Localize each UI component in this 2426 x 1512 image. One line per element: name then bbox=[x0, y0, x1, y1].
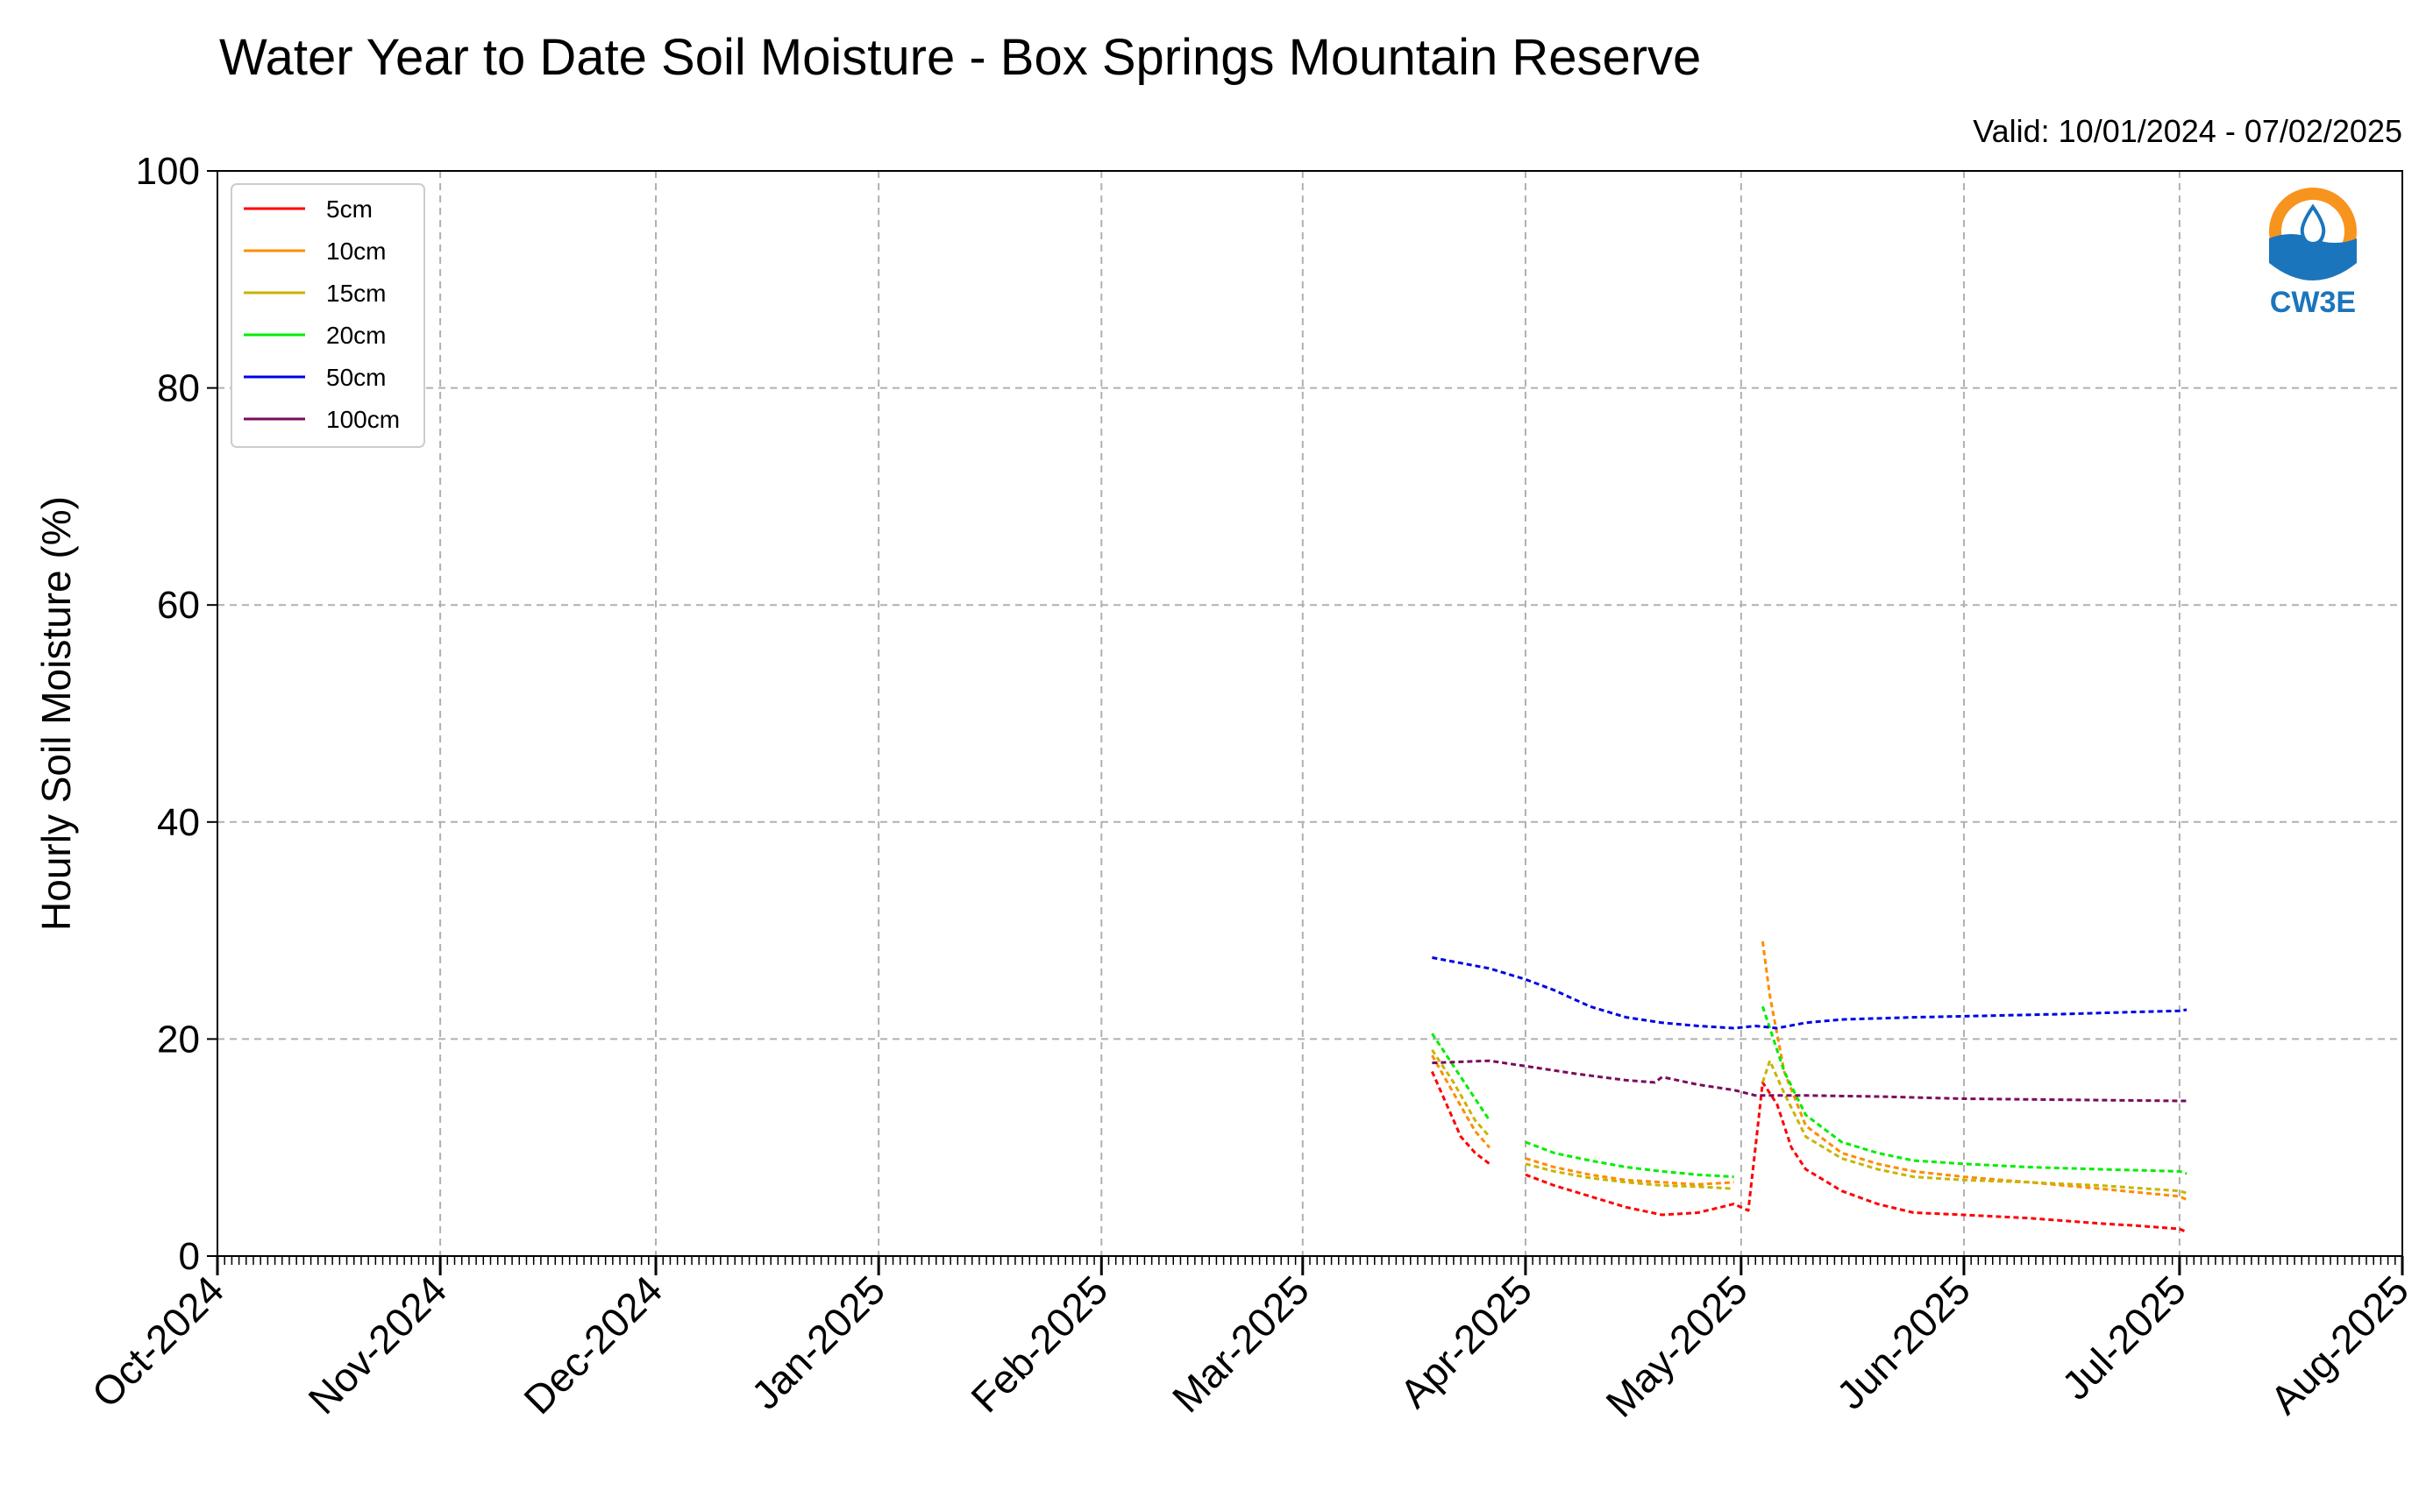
series-line-10cm bbox=[1431, 941, 2188, 1201]
legend-label: 20cm bbox=[326, 322, 386, 349]
y-tick-label: 80 bbox=[157, 367, 200, 410]
y-tick-label: 20 bbox=[157, 1018, 200, 1061]
legend-label: 10cm bbox=[326, 238, 386, 265]
y-tick-label: 40 bbox=[157, 801, 200, 844]
logo-droplet-icon bbox=[2300, 203, 2326, 246]
logo-text: CW3E bbox=[2270, 286, 2356, 319]
legend: 5cm 10cm 15cm 20cm 50cm 100cm bbox=[231, 183, 425, 448]
chart-title: Water Year to Date Soil Moisture - Box S… bbox=[219, 29, 1701, 86]
valid-date-range: Valid: 10/01/2024 - 07/02/2025 bbox=[1973, 113, 2402, 149]
series-line-50cm bbox=[1432, 956, 2188, 1030]
legend-label: 50cm bbox=[326, 364, 386, 391]
legend-label: 5cm bbox=[326, 195, 373, 223]
series-lines bbox=[1431, 941, 2188, 1234]
y-axis-label: Hourly Soil Moisture (%) bbox=[33, 496, 79, 931]
logo-wave-icon bbox=[2269, 234, 2357, 280]
series-line-15cm bbox=[1431, 1048, 2188, 1195]
legend-label: 100cm bbox=[326, 406, 400, 433]
legend-label: 15cm bbox=[326, 280, 386, 307]
series-line-20cm bbox=[1431, 1005, 2188, 1179]
grid-lines bbox=[217, 171, 2402, 1256]
cw3e-logo: CW3E bbox=[2269, 188, 2357, 319]
y-tick-label: 60 bbox=[157, 584, 200, 627]
y-tick-label: 100 bbox=[136, 150, 200, 193]
series-line-5cm bbox=[1431, 1070, 2188, 1234]
y-tick-label: 0 bbox=[179, 1235, 200, 1278]
